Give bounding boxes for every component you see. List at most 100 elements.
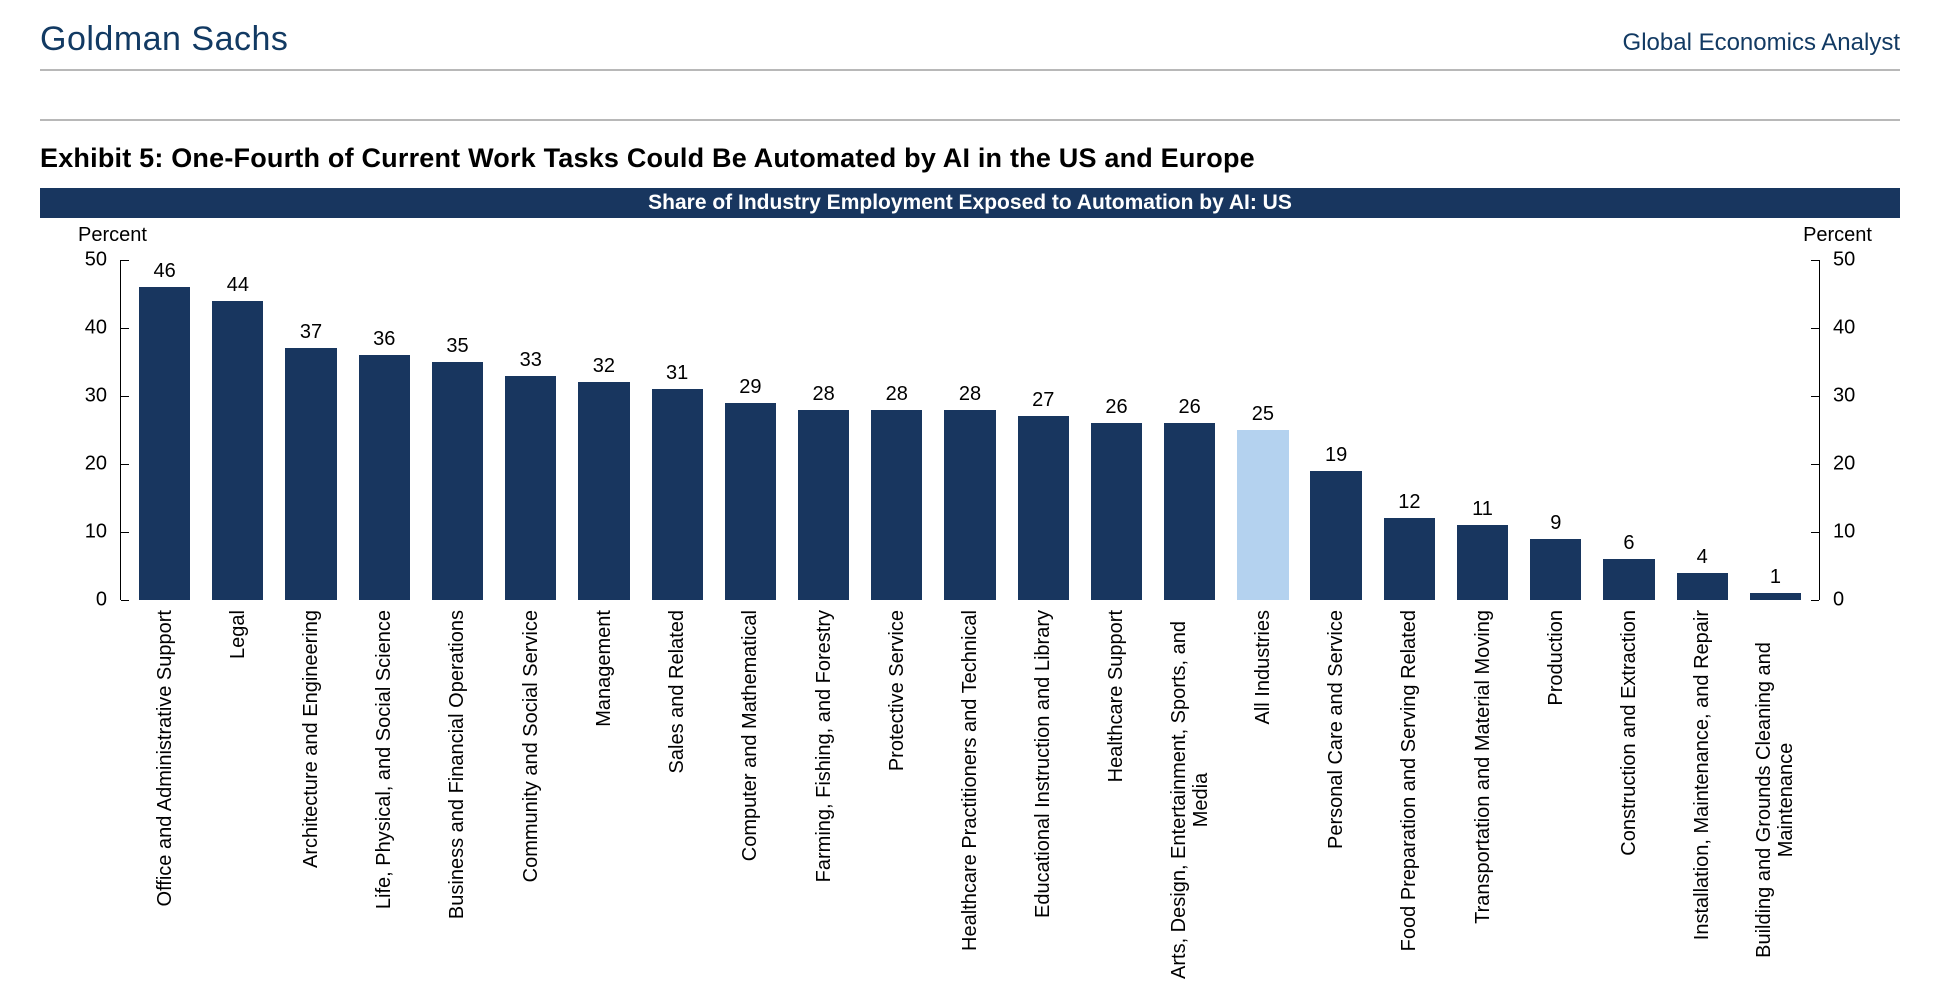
y-tick — [1811, 532, 1819, 533]
bar-slot: 6 — [1592, 260, 1665, 600]
x-label-slot: Healthcare Practitioners and Technical — [933, 602, 1006, 1004]
bar: 28 — [798, 410, 849, 600]
bar-slot: 37 — [274, 260, 347, 600]
y-tick-label: 40 — [85, 317, 107, 340]
bar: 37 — [285, 348, 336, 600]
bar-value-label: 28 — [959, 383, 981, 406]
x-label-slot: Personal Care and Service — [1300, 602, 1373, 1004]
y-tick-label: 10 — [85, 521, 107, 544]
x-label: Computer and Mathematical — [739, 610, 761, 990]
bar-value-label: 9 — [1550, 512, 1561, 535]
bar: 28 — [871, 410, 922, 600]
x-label-slot: Protective Service — [860, 602, 933, 1004]
bar-value-label: 28 — [886, 383, 908, 406]
bar: 36 — [359, 355, 410, 600]
bar-value-label: 11 — [1472, 498, 1493, 521]
x-label: Healthcare Practitioners and Technical — [959, 610, 981, 990]
y-tick-label: 30 — [1833, 385, 1855, 408]
x-label-slot: Installation, Maintenance, and Repair — [1666, 602, 1739, 1004]
y-axis-right: 01020304050 — [1819, 260, 1820, 600]
page: Goldman Sachs Global Economics Analyst E… — [0, 0, 1940, 990]
x-label: Farming, Fishing, and Forestry — [813, 610, 835, 990]
bar-value-label: 36 — [373, 328, 395, 351]
x-label-slot: Educational Instruction and Library — [1007, 602, 1080, 1004]
x-label: Food Preparation and Serving Related — [1398, 610, 1420, 990]
x-label: Legal — [227, 610, 249, 990]
x-label: Life, Physical, and Social Science — [373, 610, 395, 990]
x-label: Educational Instruction and Library — [1032, 610, 1054, 990]
y-tick — [1811, 260, 1819, 261]
x-label: Arts, Design, Entertainment, Sports, and… — [1168, 610, 1212, 990]
bar-slot: 11 — [1446, 260, 1519, 600]
plot-area: 01020304050 01020304050 4644373635333231… — [120, 260, 1820, 600]
x-label: Building and Grounds Cleaning and Mainte… — [1753, 610, 1797, 990]
bar-value-label: 31 — [666, 362, 688, 385]
x-label-slot: Architecture and Engineering — [274, 602, 347, 1004]
bar-slot: 12 — [1373, 260, 1446, 600]
brand-title: Goldman Sachs — [40, 20, 288, 59]
x-label-slot: Construction and Extraction — [1592, 602, 1665, 1004]
y-tick-label: 30 — [85, 385, 107, 408]
bar-value-label: 25 — [1252, 403, 1274, 426]
y-tick — [1811, 396, 1819, 397]
bar-slot: 25 — [1226, 260, 1299, 600]
bar: 12 — [1384, 518, 1435, 600]
bar-slot: 4 — [1666, 260, 1739, 600]
bar-value-label: 1 — [1770, 566, 1781, 589]
y-tick-label: 20 — [1833, 453, 1855, 476]
header: Goldman Sachs Global Economics Analyst — [40, 20, 1900, 71]
x-label-slot: Legal — [201, 602, 274, 1004]
y-axis-label-right: Percent — [1803, 224, 1872, 247]
x-label-slot: Business and Financial Operations — [421, 602, 494, 1004]
x-label: Installation, Maintenance, and Repair — [1691, 610, 1713, 990]
bar-slot: 28 — [787, 260, 860, 600]
x-label: Management — [593, 610, 615, 990]
x-label-slot: Community and Social Service — [494, 602, 567, 1004]
bar-value-label: 35 — [446, 335, 468, 358]
bar-slot: 1 — [1739, 260, 1812, 600]
bar-slot: 19 — [1300, 260, 1373, 600]
bar: 25 — [1237, 430, 1288, 600]
bar: 33 — [505, 376, 556, 600]
y-tick-label: 0 — [96, 589, 107, 612]
bar-slot: 33 — [494, 260, 567, 600]
y-tick-label: 50 — [85, 249, 107, 272]
y-tick-label: 40 — [1833, 317, 1855, 340]
x-label: Transportation and Material Moving — [1472, 610, 1494, 990]
bar-value-label: 4 — [1697, 546, 1708, 569]
bar: 46 — [139, 287, 190, 600]
bar-value-label: 29 — [739, 376, 761, 399]
x-labels-container: Office and Administrative SupportLegalAr… — [128, 602, 1812, 1004]
x-label-slot: Computer and Mathematical — [714, 602, 787, 1004]
x-label-slot: Production — [1519, 602, 1592, 1004]
x-label-slot: Farming, Fishing, and Forestry — [787, 602, 860, 1004]
bar-value-label: 44 — [227, 274, 249, 297]
bar-slot: 29 — [714, 260, 787, 600]
bar-value-label: 19 — [1325, 444, 1347, 467]
x-label-slot: Life, Physical, and Social Science — [348, 602, 421, 1004]
bar-value-label: 6 — [1623, 532, 1634, 555]
bar: 26 — [1091, 423, 1142, 600]
x-label-slot: Sales and Related — [641, 602, 714, 1004]
bar: 11 — [1457, 525, 1508, 600]
bar-slot: 35 — [421, 260, 494, 600]
bar-value-label: 27 — [1032, 389, 1054, 412]
x-label: Community and Social Service — [520, 610, 542, 990]
x-label-slot: All Industries — [1226, 602, 1299, 1004]
bars-container: 4644373635333231292828282726262519121196… — [128, 260, 1812, 600]
y-axis-left: 01020304050 — [120, 260, 121, 600]
x-label: Protective Service — [886, 610, 908, 990]
exhibit-title: Exhibit 5: One-Fourth of Current Work Ta… — [40, 143, 1900, 174]
bar-value-label: 37 — [300, 321, 322, 344]
y-tick — [1811, 600, 1819, 601]
bar: 6 — [1603, 559, 1654, 600]
bar-slot: 26 — [1153, 260, 1226, 600]
bar: 44 — [212, 301, 263, 600]
bar-slot: 32 — [567, 260, 640, 600]
header-subhead: Global Economics Analyst — [1623, 29, 1900, 57]
bar: 32 — [578, 382, 629, 600]
bar: 35 — [432, 362, 483, 600]
x-label-slot: Arts, Design, Entertainment, Sports, and… — [1153, 602, 1226, 1004]
bar-value-label: 26 — [1179, 396, 1201, 419]
bar: 31 — [652, 389, 703, 600]
